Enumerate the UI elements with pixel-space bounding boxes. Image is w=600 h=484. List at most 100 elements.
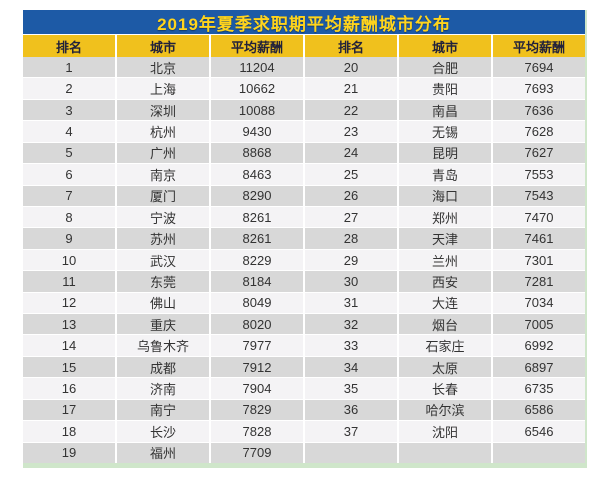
salary-cell: 6992 (491, 335, 585, 356)
city-cell: 重庆 (115, 314, 209, 335)
salary-cell: 7470 (491, 206, 585, 228)
city-cell: 太原 (397, 356, 491, 378)
rank-cell: 2 (65, 81, 73, 97)
rank-cell: 10 (61, 252, 77, 268)
rank-cell: 36 (303, 399, 397, 421)
table-row: 11 东莞 8184 30 西安 7281 (23, 271, 585, 293)
salary-cell: 7005 (491, 314, 585, 335)
rank-cell: 17 (61, 402, 77, 418)
table-row: 5 广州 8868 24 昆明 7627 (23, 142, 585, 165)
table-row: 7 厦门 8290 26 海口 7543 (23, 185, 585, 207)
rank-cell: 21 (303, 78, 397, 99)
city-cell: 成都 (115, 356, 209, 378)
city-cell: 东莞 (115, 271, 209, 292)
salary-cell: 8020 (209, 314, 303, 335)
table-row: 19 福州 7709 (23, 442, 585, 464)
header-rank-left: 排名 (55, 39, 82, 55)
rank-cell: 12 (61, 295, 77, 311)
city-cell: 天津 (397, 228, 491, 249)
rank-cell: 9 (65, 231, 73, 247)
rank-cell: 30 (303, 271, 397, 292)
city-cell: 厦门 (115, 185, 209, 206)
table-row: 13 重庆 8020 32 烟台 7005 (23, 314, 585, 336)
salary-table: 2019年夏季求职期平均薪酬城市分布 排名 城市 平均薪酬 排名 城市 平均薪酬… (23, 10, 587, 468)
rank-cell: 27 (303, 206, 397, 228)
salary-cell: 7627 (491, 142, 585, 164)
rank-cell: 29 (303, 249, 397, 271)
rank-cell: 33 (303, 335, 397, 356)
rank-cell: 26 (303, 185, 397, 206)
header-rank-right: 排名 (303, 35, 397, 57)
salary-cell: 7904 (209, 378, 303, 399)
city-cell: 长春 (397, 378, 491, 399)
city-cell: 贵阳 (397, 78, 491, 99)
city-cell: 佛山 (115, 292, 209, 314)
city-cell: 南昌 (397, 99, 491, 121)
city-cell: 广州 (115, 142, 209, 164)
header-salary-left: 平均薪酬 (209, 35, 303, 57)
salary-cell: 8261 (209, 228, 303, 249)
city-cell: 兰州 (397, 249, 491, 271)
city-cell: 青岛 (397, 164, 491, 185)
table-row: 4 杭州 9430 23 无锡 7628 (23, 121, 585, 143)
table-row: 18 长沙 7828 37 沈阳 6546 (23, 421, 585, 443)
rank-cell: 31 (303, 292, 397, 314)
table-row: 10 武汉 8229 29 兰州 7301 (23, 249, 585, 272)
header-city-right: 城市 (397, 35, 491, 57)
rank-cell: 18 (61, 423, 77, 439)
salary-cell: 7977 (209, 335, 303, 356)
table-header-row: 排名 城市 平均薪酬 排名 城市 平均薪酬 (23, 34, 585, 57)
city-cell: 武汉 (115, 249, 209, 271)
city-cell: 哈尔滨 (397, 399, 491, 421)
rank-cell: 20 (303, 57, 397, 78)
rank-cell: 11 (62, 273, 76, 289)
table-row: 15 成都 7912 34 太原 6897 (23, 356, 585, 379)
city-cell: 石家庄 (397, 335, 491, 356)
salary-cell: 8290 (209, 185, 303, 206)
city-cell: 深圳 (115, 99, 209, 121)
rank-cell: 35 (303, 378, 397, 399)
rank-cell: 15 (61, 359, 77, 375)
salary-cell: 7301 (491, 249, 585, 271)
rank-cell: 7 (65, 188, 73, 204)
salary-cell: 8463 (209, 164, 303, 185)
table-row: 2 上海 10662 21 贵阳 7693 (23, 78, 585, 100)
table-body: 1 北京 11204 20 合肥 7694 2 上海 10662 21 贵阳 7693 3 深圳 10088… (23, 57, 585, 464)
table-row: 9 苏州 8261 28 天津 7461 (23, 228, 585, 250)
salary-cell: 7461 (491, 228, 585, 249)
table-title: 2019年夏季求职期平均薪酬城市分布 (23, 10, 585, 34)
city-cell: 宁波 (115, 206, 209, 228)
city-cell: 郑州 (397, 206, 491, 228)
rank-cell: 1 (65, 59, 73, 75)
city-cell: 济南 (115, 378, 209, 399)
city-cell: 南京 (115, 164, 209, 185)
city-cell: 大连 (397, 292, 491, 314)
city-cell: 海口 (397, 185, 491, 206)
salary-cell: 7829 (209, 399, 303, 421)
salary-cell: 11204 (209, 57, 303, 78)
table-row: 16 济南 7904 35 长春 6735 (23, 378, 585, 400)
city-cell: 长沙 (115, 421, 209, 442)
city-cell: 南宁 (115, 399, 209, 421)
city-cell: 西安 (397, 271, 491, 292)
rank-cell: 37 (303, 421, 397, 442)
salary-cell: 7543 (491, 185, 585, 206)
rank-cell: 13 (61, 316, 77, 332)
city-cell: 乌鲁木齐 (115, 335, 209, 356)
city-cell: 合肥 (397, 57, 491, 78)
rank-cell: 16 (61, 381, 77, 397)
table-row: 17 南宁 7829 36 哈尔滨 6586 (23, 399, 585, 422)
salary-cell (491, 442, 585, 464)
city-cell: 上海 (115, 78, 209, 99)
salary-cell: 6735 (491, 378, 585, 399)
rank-cell (303, 442, 397, 464)
salary-cell: 8049 (209, 292, 303, 314)
salary-cell: 10088 (209, 99, 303, 121)
salary-cell: 7709 (209, 442, 303, 464)
header-city-left: 城市 (115, 35, 209, 57)
salary-cell: 10662 (209, 78, 303, 99)
salary-cell: 7281 (491, 271, 585, 292)
bottom-accent-strip (23, 463, 585, 468)
salary-cell: 7693 (491, 78, 585, 99)
salary-cell: 7912 (209, 356, 303, 378)
